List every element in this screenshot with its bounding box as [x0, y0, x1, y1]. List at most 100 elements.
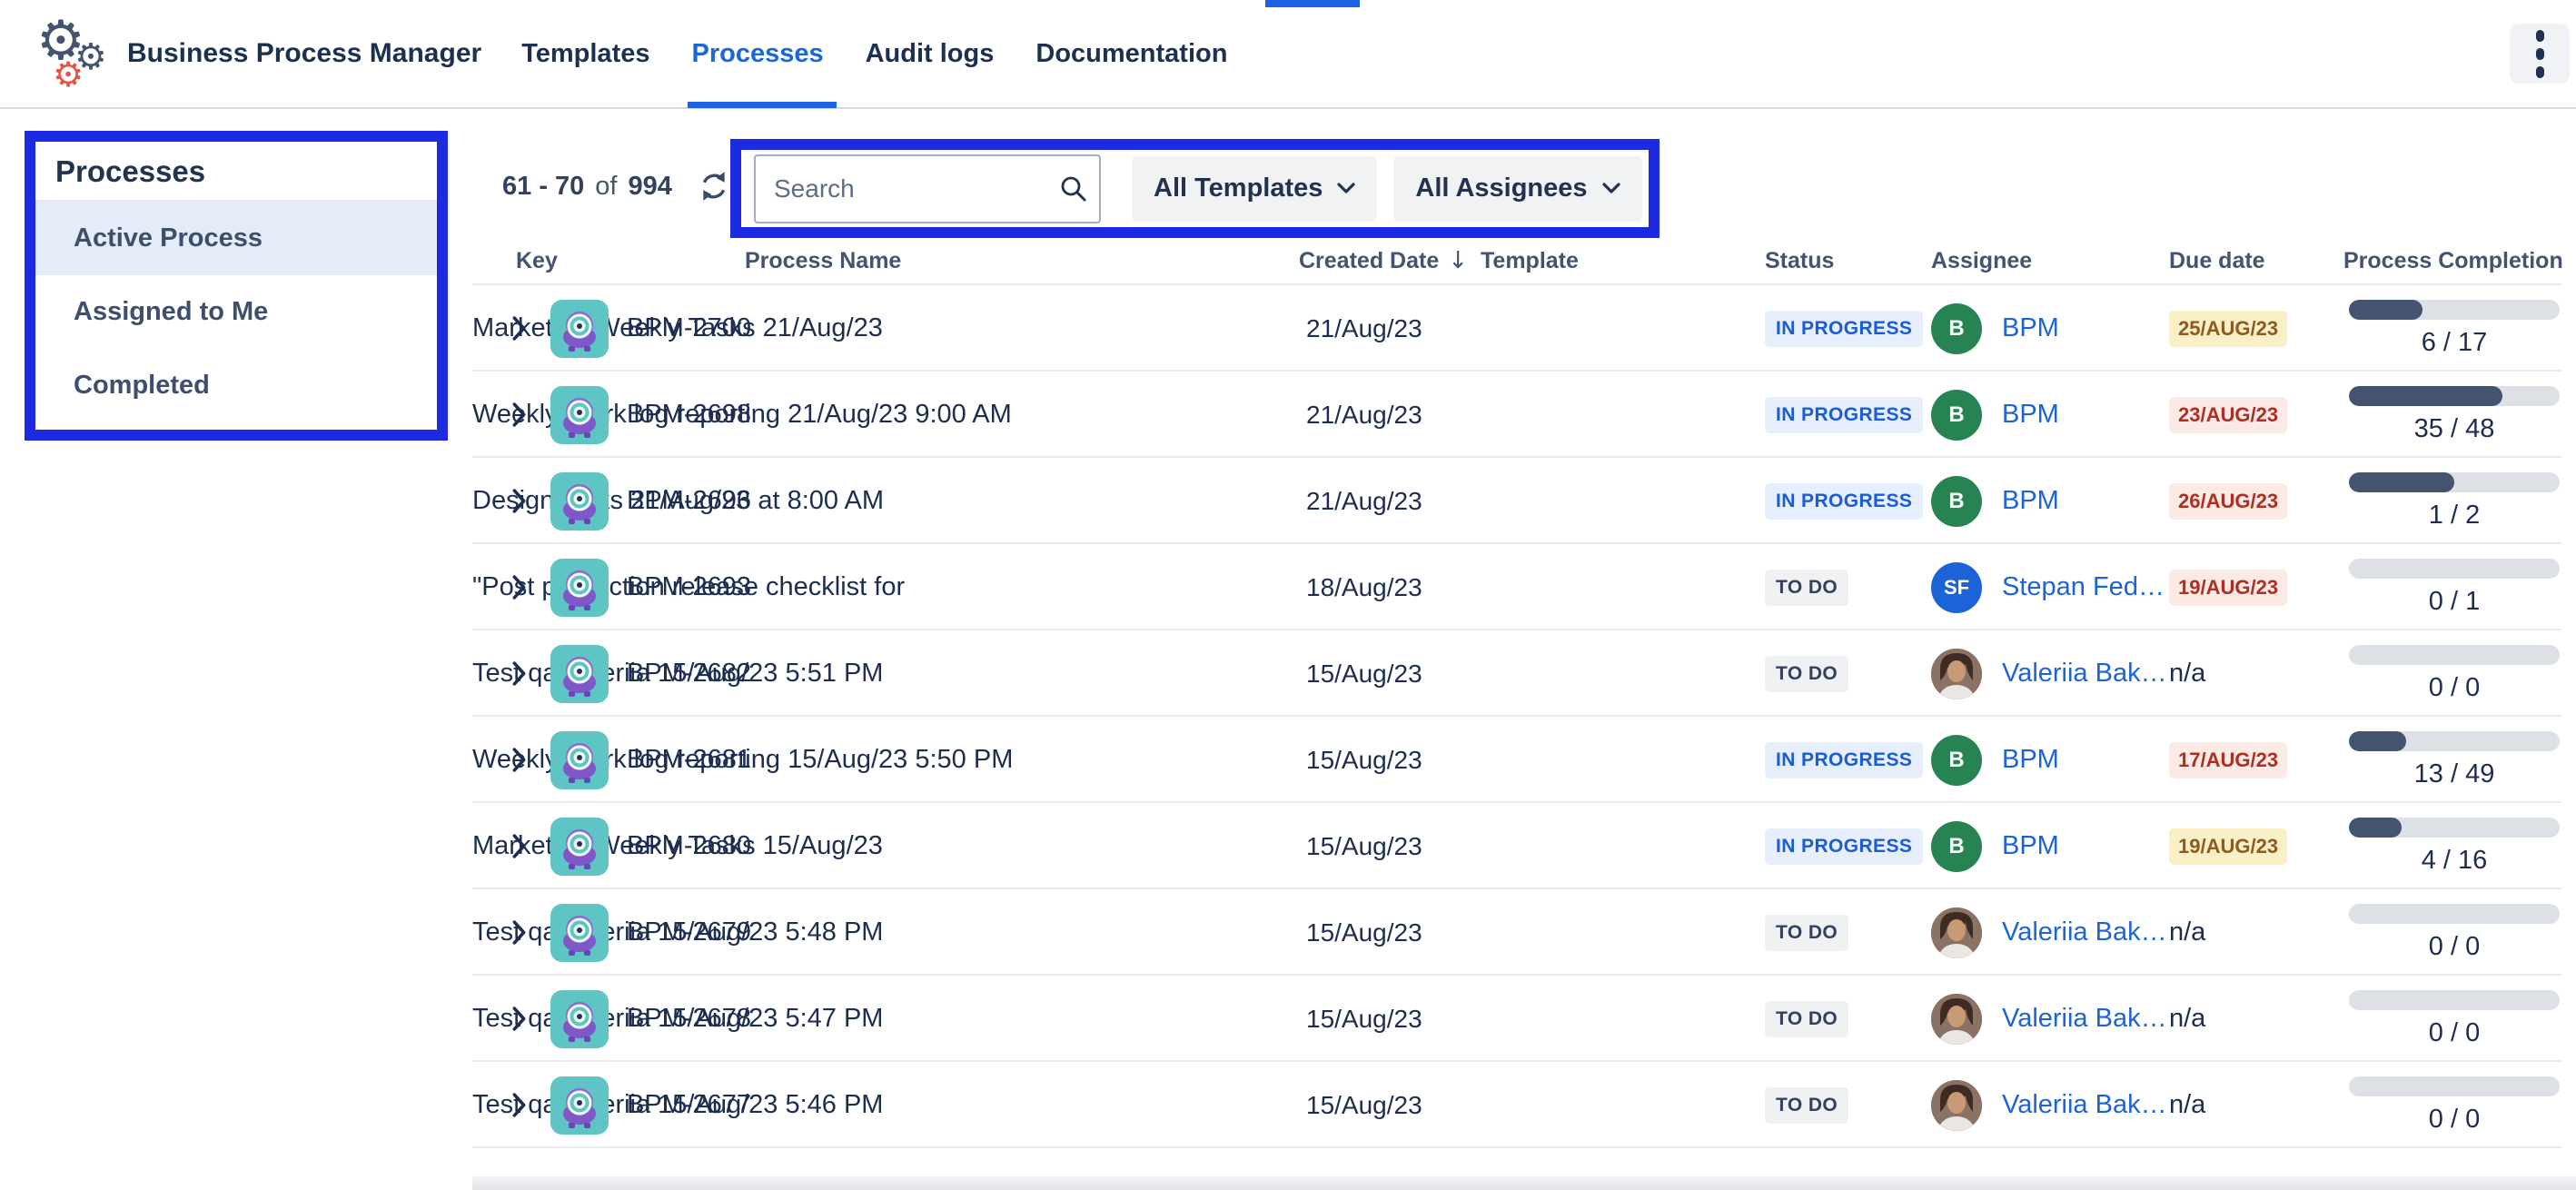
process-completion-cell: 0 / 0	[2349, 976, 2560, 1062]
assignee-link[interactable]: BPM	[2002, 831, 2059, 860]
expand-row-button[interactable]	[512, 976, 527, 1062]
divider	[35, 200, 437, 202]
loading-bar	[1265, 0, 1360, 7]
progress-bar-fill	[2349, 471, 2454, 492]
assignee-link[interactable]: BPM	[2002, 745, 2059, 774]
avatar-initials: B	[1948, 488, 1965, 513]
main-nav: Templates Processes Audit logs Documenta…	[521, 0, 1227, 108]
status-badge: IN PROGRESS	[1765, 396, 1924, 433]
column-header-created-date[interactable]: Created Date ↓	[1299, 238, 1468, 283]
table-row[interactable]: BPM-2682 Test qa Valeriia 15/Aug/23 5:51…	[472, 629, 2561, 774]
search-input[interactable]	[754, 154, 1101, 223]
refresh-icon	[702, 172, 726, 201]
chevron-right-icon	[512, 834, 526, 858]
expand-row-button[interactable]	[512, 458, 527, 544]
all-templates-dropdown[interactable]: All Templates	[1132, 155, 1378, 222]
created-date: 21/Aug/23	[1306, 400, 1422, 429]
progress-bar-track	[2349, 471, 2560, 492]
process-key: BPM-2677	[627, 1090, 752, 1119]
sidebar-item-active-process[interactable]: Active Process	[35, 202, 437, 275]
tab-documentation[interactable]: Documentation	[1035, 38, 1228, 68]
completion-label: 0 / 0	[2428, 931, 2481, 961]
assignee-link[interactable]: BPM	[2002, 313, 2059, 342]
completion-label: 0 / 0	[2428, 1104, 2481, 1134]
expand-row-button[interactable]	[512, 803, 527, 889]
assignee-link[interactable]: BPM	[2002, 486, 2059, 515]
created-date: 15/Aug/23	[1306, 917, 1422, 947]
avatar-initials: B	[1948, 747, 1965, 772]
table-row[interactable]: BPM-2678 Test qa Valeriia 15/Aug/23 5:47…	[472, 974, 2561, 1119]
due-date-badge: n/a	[2169, 917, 2206, 947]
process-key: BPM-2700	[627, 313, 752, 342]
process-robot-icon	[550, 285, 609, 372]
expand-row-button[interactable]	[512, 889, 527, 976]
expand-row-button[interactable]	[512, 285, 527, 372]
tab-audit-logs[interactable]: Audit logs	[865, 38, 995, 68]
all-assignees-dropdown[interactable]: All Assignees	[1393, 155, 1642, 222]
tab-processes[interactable]: Processes	[688, 0, 837, 108]
assignee-link[interactable]: BPM	[2002, 400, 2059, 429]
assignee-avatar: B	[1931, 475, 1982, 527]
process-completion-cell: 6 / 17	[2349, 285, 2560, 372]
table-row[interactable]: BPM-2677 Test qa Valeriia 15/Aug/23 5:46…	[472, 1060, 2561, 1190]
column-header-template[interactable]: Template	[1481, 247, 1579, 273]
status-badge: TO DO	[1765, 1086, 1849, 1124]
assignee-link[interactable]: Valeriia Bak…	[2002, 659, 2167, 688]
progress-bar-track	[2349, 644, 2560, 665]
refresh-button[interactable]	[692, 169, 736, 203]
process-table: Key Process Name Created Date ↓ Template…	[472, 238, 2563, 1190]
chevron-right-icon	[512, 748, 526, 772]
kebab-dot-icon	[2535, 47, 2544, 60]
chevron-right-icon	[512, 489, 526, 513]
due-date-badge: 17/AUG/23	[2169, 741, 2288, 778]
column-header-key[interactable]: Key	[516, 247, 558, 273]
expand-row-button[interactable]	[512, 717, 527, 803]
status-badge: TO DO	[1765, 655, 1849, 692]
sidebar-item-completed[interactable]: Completed	[74, 371, 210, 400]
process-key: BPM-2679	[627, 917, 752, 947]
sidebar-item-assigned-to-me[interactable]: Assigned to Me	[74, 297, 269, 326]
column-header-due-date[interactable]: Due date	[2169, 247, 2265, 273]
table-row[interactable]: BPM-2698 Weekly Work log reporting 21/Au…	[472, 370, 2561, 601]
table-row[interactable]: BPM-2696 Design tasks 21/Aug/23 at 8:00 …	[472, 456, 2561, 601]
expand-row-button[interactable]	[512, 1062, 527, 1148]
avatar-photo	[1931, 907, 1982, 958]
assignee-link[interactable]: Stepan Fed…	[2002, 572, 2165, 601]
progress-bar-track	[2349, 730, 2560, 751]
created-date: 15/Aug/23	[1306, 1004, 1422, 1033]
expand-row-button[interactable]	[512, 630, 527, 717]
process-completion-cell: 0 / 0	[2349, 889, 2560, 976]
progress-bar-track	[2349, 1076, 2560, 1096]
table-row[interactable]: BPM-2681 Weekly Work log reporting 15/Au…	[472, 715, 2561, 947]
process-completion-cell: 0 / 1	[2349, 544, 2560, 630]
chevron-right-icon	[512, 1093, 526, 1117]
progress-bar-track	[2349, 558, 2560, 579]
column-header-status[interactable]: Status	[1765, 247, 1835, 273]
assignee-link[interactable]: Valeriia Bak…	[2002, 917, 2167, 947]
process-robot-icon	[550, 372, 609, 458]
assignee-avatar: B	[1931, 302, 1982, 354]
process-key: BPM-2681	[627, 745, 752, 774]
table-row[interactable]: BPM-2700 Marketing Weekly Tasks 21/Aug/2…	[472, 283, 2561, 515]
table-row[interactable]: BPM-2680 Marketing Weekly Tasks 15/Aug/2…	[472, 801, 2561, 1033]
column-header-process-completion[interactable]: Process Completion	[2343, 247, 2563, 273]
chevron-right-icon	[512, 1007, 526, 1031]
expand-row-button[interactable]	[512, 372, 527, 458]
assignee-link[interactable]: Valeriia Bak…	[2002, 1004, 2167, 1033]
process-robot-icon	[550, 544, 609, 630]
completion-label: 13 / 49	[2413, 759, 2495, 788]
kebab-menu-button[interactable]	[2510, 24, 2570, 84]
process-completion-cell: 13 / 49	[2349, 717, 2560, 803]
assignee-avatar: B	[1931, 389, 1982, 441]
assignee-link[interactable]: Valeriia Bak…	[2002, 1090, 2167, 1119]
completion-label: 1 / 2	[2428, 500, 2481, 530]
progress-bar-track	[2349, 817, 2560, 838]
assignee-avatar	[1931, 1079, 1982, 1131]
column-header-assignee[interactable]: Assignee	[1931, 247, 2033, 273]
table-row[interactable]: BPM-2679 Test qa Valeriia 15/Aug/23 5:48…	[472, 888, 2561, 1033]
column-header-process-name[interactable]: Process Name	[745, 247, 902, 273]
status-badge: IN PROGRESS	[1765, 828, 1924, 865]
table-row[interactable]: BPM-2693 "Post production release checkl…	[472, 542, 2561, 774]
tab-templates[interactable]: Templates	[521, 38, 650, 68]
expand-row-button[interactable]	[512, 544, 527, 630]
